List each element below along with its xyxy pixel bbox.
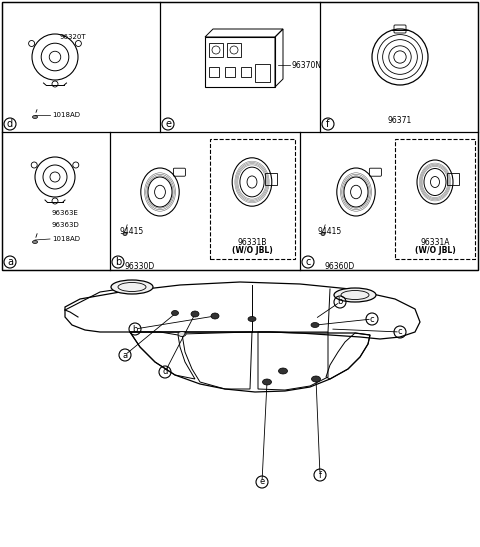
Ellipse shape [334, 288, 376, 302]
Ellipse shape [321, 232, 325, 236]
Ellipse shape [278, 368, 288, 374]
Text: b: b [115, 257, 121, 267]
Text: c: c [305, 257, 311, 267]
Bar [241, 67, 251, 77]
Text: (W/O JBL): (W/O JBL) [232, 246, 272, 255]
Text: a: a [122, 351, 128, 359]
Text: 96331A: 96331A [420, 238, 450, 247]
Bar [255, 64, 270, 82]
Text: 94415: 94415 [318, 228, 342, 236]
Ellipse shape [312, 376, 321, 382]
Bar [227, 43, 241, 57]
Text: 96363E: 96363E [52, 210, 79, 216]
Bar [205, 37, 275, 87]
Text: 96320T: 96320T [60, 34, 86, 40]
Ellipse shape [33, 241, 37, 243]
Text: b: b [132, 324, 138, 334]
Text: 96330D: 96330D [125, 262, 155, 271]
Text: f: f [319, 470, 322, 480]
Text: 96363D: 96363D [52, 222, 80, 228]
Text: c: c [370, 315, 374, 323]
Text: 96371: 96371 [388, 116, 412, 125]
Bar [395, 139, 475, 259]
Text: 96370N: 96370N [292, 61, 322, 69]
Ellipse shape [248, 317, 256, 322]
Bar [447, 173, 459, 185]
Text: e: e [165, 119, 171, 129]
Bar [225, 67, 235, 77]
Ellipse shape [211, 313, 219, 319]
Bar [2, 2, 478, 270]
Text: d: d [162, 368, 168, 376]
Ellipse shape [263, 379, 272, 385]
Ellipse shape [111, 280, 153, 294]
Text: 96331B: 96331B [237, 238, 267, 247]
Text: b: b [337, 298, 343, 306]
Text: 96360D: 96360D [325, 262, 355, 271]
Ellipse shape [178, 331, 186, 336]
Bar [2, 2, 478, 270]
Text: 94415: 94415 [120, 228, 144, 236]
Bar [210, 139, 295, 259]
Text: (W/O JBL): (W/O JBL) [415, 246, 456, 255]
Text: c: c [398, 328, 402, 336]
Ellipse shape [311, 323, 319, 328]
Text: 1018AD: 1018AD [52, 112, 80, 118]
Text: a: a [7, 257, 13, 267]
Ellipse shape [123, 232, 127, 236]
Bar [209, 43, 223, 57]
Text: 1018AD: 1018AD [52, 236, 80, 242]
Text: e: e [259, 478, 264, 486]
Ellipse shape [191, 311, 199, 317]
Bar [265, 173, 277, 185]
Text: f: f [326, 119, 330, 129]
Text: d: d [7, 119, 13, 129]
Ellipse shape [171, 311, 179, 316]
Ellipse shape [33, 115, 37, 119]
Bar [209, 67, 219, 77]
